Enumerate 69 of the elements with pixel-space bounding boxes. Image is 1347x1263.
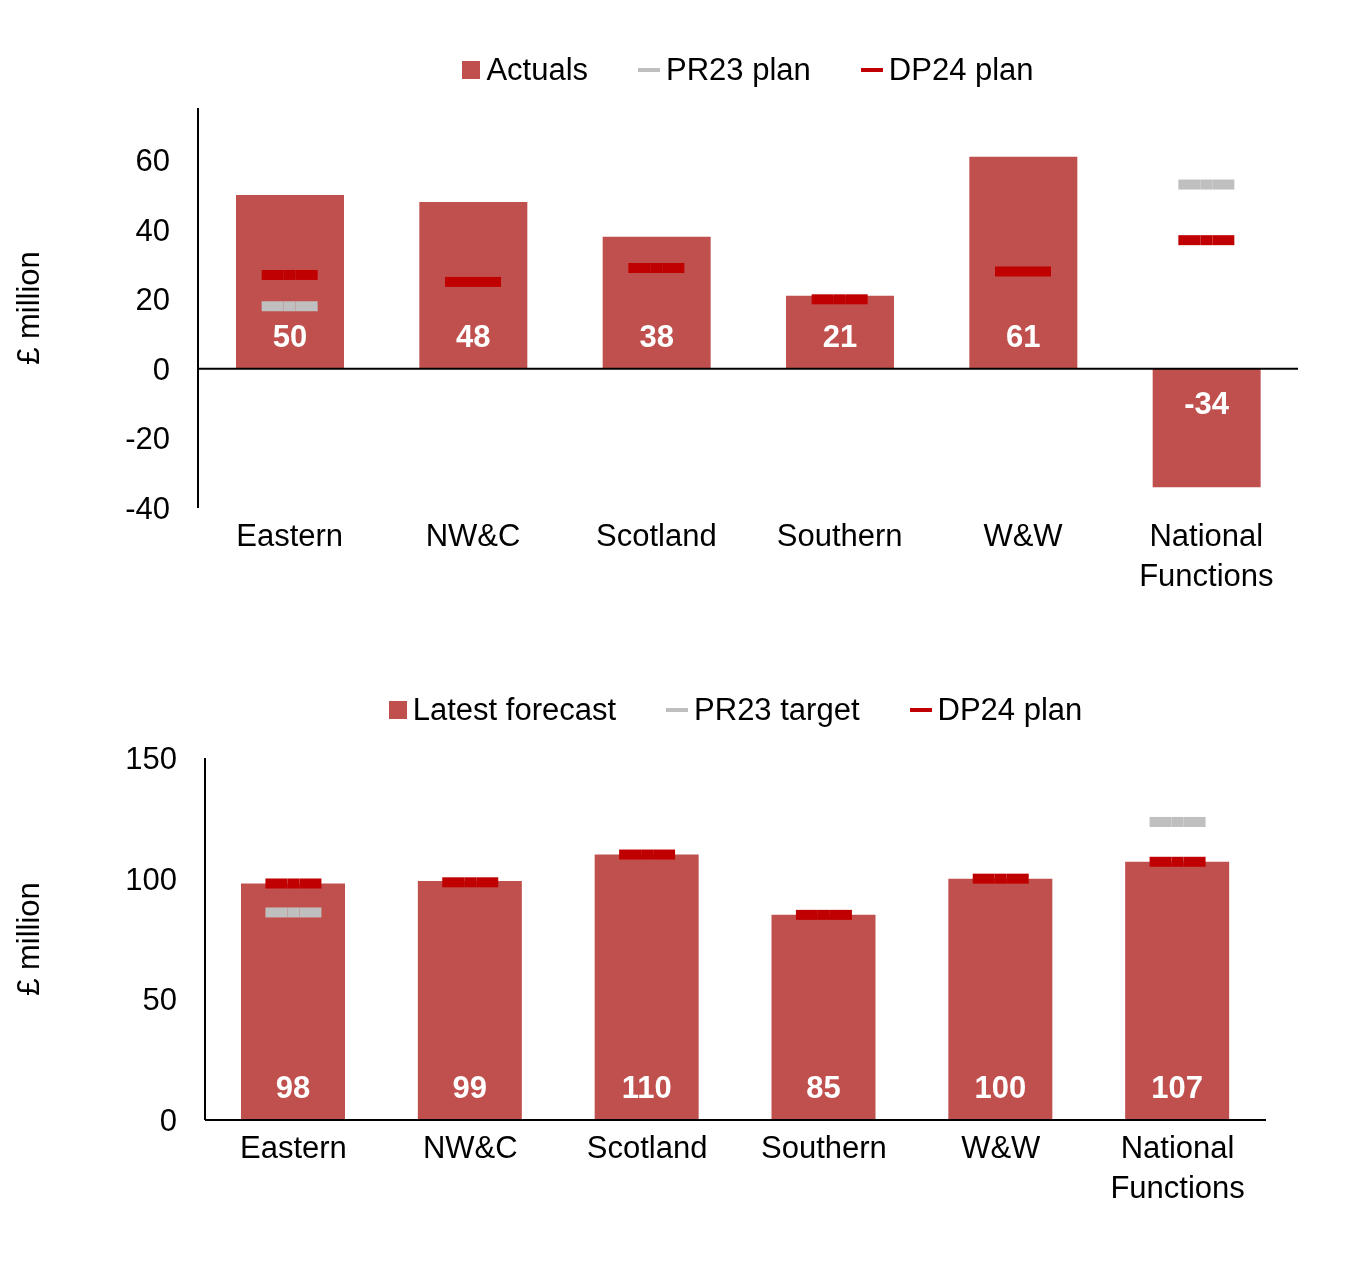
legend-label: Actuals: [486, 52, 589, 88]
legend-label: PR23 target: [694, 692, 860, 728]
point: [287, 878, 300, 889]
legend-label: Latest forecast: [412, 692, 617, 728]
point: [994, 873, 1007, 884]
point: [283, 269, 296, 280]
x-tick-label: National Functions: [1139, 518, 1274, 593]
bar: [419, 201, 528, 369]
y-axis-title: £ million: [11, 251, 47, 365]
point: [467, 276, 479, 287]
data-label: 21: [822, 318, 858, 354]
point: [464, 877, 477, 888]
y-tick-label: 60: [135, 143, 170, 179]
point: [1017, 266, 1029, 277]
x-tick-label: NW&C: [425, 518, 521, 553]
point: [1171, 816, 1184, 827]
bar: [241, 883, 345, 1120]
point: [641, 849, 654, 860]
legend-label: DP24 plan: [937, 692, 1083, 728]
point: [650, 263, 663, 273]
bar: [948, 878, 1053, 1120]
point: [1200, 179, 1213, 190]
y-tick-label: 0: [152, 351, 170, 387]
bar: [602, 236, 711, 369]
data-label: 48: [456, 318, 491, 354]
data-label: 85: [806, 1070, 841, 1105]
x-tick-label: Southern: [776, 518, 903, 553]
point: [817, 909, 830, 920]
bar: [1125, 861, 1230, 1120]
y-tick-label: 20: [135, 282, 170, 318]
bar: [236, 194, 344, 369]
x-tick-label: Southern: [761, 1130, 887, 1165]
x-tick-label: Scotland: [596, 518, 717, 553]
y-tick-label: 50: [142, 982, 177, 1018]
point: [1171, 856, 1184, 867]
x-tick-label: National Functions: [1110, 1130, 1245, 1205]
x-tick-label: NW&C: [422, 1130, 518, 1165]
y-axis-title: £ million: [11, 882, 47, 996]
point: [283, 301, 296, 312]
y-tick-label: 40: [135, 212, 170, 248]
bar: [771, 914, 876, 1120]
bar: [1152, 368, 1261, 488]
data-label: 99: [452, 1070, 488, 1105]
y-tick-label: -20: [125, 421, 170, 457]
point: [287, 907, 300, 918]
data-label: 100: [974, 1070, 1027, 1105]
x-tick-label: Eastern: [236, 518, 344, 553]
legend-label: DP24 plan: [888, 52, 1034, 88]
data-label: 50: [272, 318, 308, 354]
y-tick-label: 100: [125, 861, 177, 897]
y-tick-label: -40: [125, 491, 170, 527]
x-tick-label: Eastern: [239, 1130, 347, 1165]
bar: [594, 854, 699, 1120]
x-tick-label: Scotland: [586, 1130, 708, 1165]
data-label: 107: [1151, 1070, 1204, 1105]
y-tick-label: 0: [159, 1103, 177, 1139]
bar: [969, 156, 1078, 369]
point: [1200, 235, 1213, 246]
data-label: -34: [1184, 385, 1230, 421]
x-tick-label: W&W: [961, 1130, 1042, 1165]
data-label: 61: [1006, 318, 1041, 354]
point: [833, 294, 846, 305]
data-label: 38: [639, 318, 674, 354]
bar: [417, 881, 522, 1120]
x-tick-label: W&W: [983, 518, 1064, 553]
legend-label: PR23 plan: [666, 52, 811, 88]
data-label: 98: [275, 1070, 311, 1105]
data-label: 110: [621, 1070, 672, 1105]
y-tick-label: 150: [125, 741, 177, 777]
